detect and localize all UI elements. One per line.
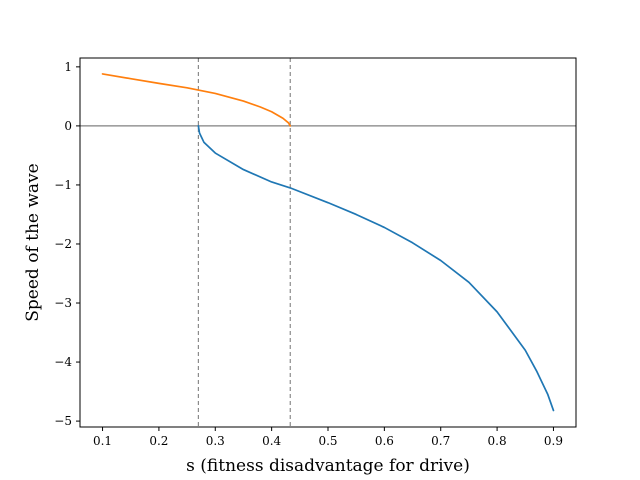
- y-tick-label: −1: [54, 178, 72, 192]
- y-tick-label: −4: [54, 355, 72, 369]
- x-tick-label: 0.1: [93, 434, 112, 448]
- y-tick-label: −2: [54, 237, 72, 251]
- data-series: [101, 73, 555, 412]
- y-tick-label: 0: [64, 119, 72, 133]
- y-tick-label: −5: [54, 414, 72, 428]
- x-tick-label: 0.3: [206, 434, 225, 448]
- y-tick-label: −3: [54, 296, 72, 310]
- x-tick-label: 0.8: [488, 434, 507, 448]
- x-tick-label: 0.4: [262, 434, 281, 448]
- series-line-1: [101, 73, 292, 127]
- x-axis-label: s (fitness disadvantage for drive): [186, 456, 470, 476]
- x-axis-ticks: 0.1 0.2 0.3 0.4 0.5 0.6 0.7 0.8 0.9: [93, 427, 563, 448]
- series-line-2: [197, 125, 555, 412]
- x-tick-label: 0.7: [431, 434, 450, 448]
- y-axis-ticks: 1 0 −1 −2 −3 −4 −5: [54, 60, 80, 428]
- x-tick-label: 0.5: [318, 434, 337, 448]
- x-tick-label: 0.6: [375, 434, 394, 448]
- x-tick-label: 0.9: [544, 434, 563, 448]
- plot-frame: [79, 57, 577, 428]
- x-tick-label: 0.2: [149, 434, 168, 448]
- y-tick-label: 1: [64, 60, 72, 74]
- y-axis-label: Speed of the wave: [23, 163, 43, 321]
- reference-lines: [80, 58, 576, 427]
